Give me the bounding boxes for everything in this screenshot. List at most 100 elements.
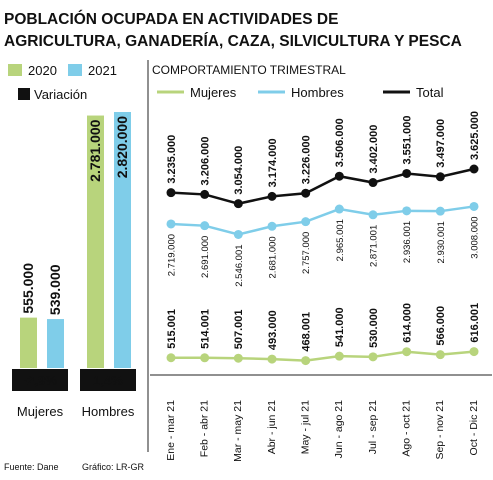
- data-label: 2.965.001: [335, 219, 346, 261]
- data-label: 616.001: [469, 303, 481, 343]
- legend-swatch: [8, 64, 22, 76]
- data-label: 3.235.000: [166, 135, 178, 184]
- data-label: 2.871.001: [369, 225, 380, 267]
- x-tick-label: Jun - ago 21: [333, 400, 345, 459]
- data-point: [301, 356, 311, 366]
- data-point: [301, 217, 311, 227]
- data-point: [200, 353, 210, 363]
- data-label: 2.757.000: [301, 232, 312, 274]
- data-point: [368, 210, 378, 220]
- data-label: 3.054.000: [233, 146, 245, 195]
- bar-value-label: 2.781.000: [87, 119, 103, 181]
- data-label: 3.497.000: [435, 119, 447, 168]
- bar-value-label: 539.000: [47, 264, 63, 315]
- legend-label: 2020: [28, 63, 57, 78]
- data-label: 2.546.001: [234, 244, 245, 286]
- bar: [114, 112, 131, 368]
- x-tick-label: Mar - may 21: [232, 400, 244, 462]
- data-label: 515.001: [166, 309, 178, 349]
- data-label: 2.930.001: [436, 221, 447, 263]
- variation-box: [12, 369, 68, 391]
- data-point: [334, 171, 344, 181]
- data-point: [469, 164, 479, 174]
- data-label: 3.551.000: [402, 116, 414, 165]
- data-point: [200, 221, 210, 231]
- legend-label: Mujeres: [190, 85, 237, 100]
- x-tick-label: Feb - abr 21: [198, 400, 210, 457]
- x-tick-label: Jul - sep 21: [367, 400, 379, 454]
- data-point: [267, 191, 277, 201]
- data-point: [334, 351, 344, 361]
- variation-label: 1,4%: [93, 373, 123, 388]
- data-label: 3.506.000: [334, 118, 346, 167]
- bar-value-label: 2.820.000: [114, 116, 130, 178]
- legend-label: 2021: [88, 63, 117, 78]
- x-tick-label: Sep - nov 21: [434, 400, 446, 460]
- data-point: [402, 206, 412, 216]
- data-point: [233, 199, 243, 209]
- data-point: [301, 188, 311, 198]
- data-label: 3.174.000: [267, 138, 279, 187]
- data-label: 541.000: [334, 307, 346, 347]
- bar: [20, 317, 37, 368]
- data-point: [233, 353, 243, 363]
- x-tick-label: Abr - jun 21: [266, 400, 278, 454]
- data-point: [435, 172, 445, 182]
- credit: Gráfico: LR-GR: [82, 462, 145, 472]
- data-point: [166, 188, 176, 198]
- title-line: AGRICULTURA, GANADERÍA, CAZA, SILVICULTU…: [4, 33, 462, 50]
- data-label: 566.000: [435, 306, 447, 346]
- variation-label: -2,9%: [23, 373, 57, 388]
- bar: [87, 115, 104, 368]
- data-label: 2.936.001: [402, 221, 413, 263]
- x-tick-label: Ago - oct 21: [400, 400, 412, 457]
- legend-label: Total: [416, 85, 444, 100]
- legend-swatch: [68, 64, 82, 76]
- data-point: [166, 353, 176, 363]
- legend-swatch: [18, 88, 30, 100]
- series-line: [170, 205, 475, 236]
- category-label: Mujeres: [17, 404, 64, 419]
- data-label: 507.001: [233, 309, 245, 349]
- data-point: [233, 229, 243, 239]
- title-line: POBLACIÓN OCUPADA EN ACTIVIDADES DE: [4, 10, 338, 28]
- data-point: [402, 347, 412, 357]
- data-label: 530.000: [368, 308, 380, 348]
- series-line: [170, 350, 475, 362]
- data-point: [435, 206, 445, 216]
- data-point: [267, 354, 277, 364]
- data-point: [267, 221, 277, 231]
- data-label: 514.001: [200, 309, 212, 349]
- data-label: 3.226.000: [301, 135, 313, 184]
- variation-box: [80, 369, 136, 391]
- x-tick-label: Oct - Dic 21: [468, 400, 480, 456]
- bar-value-label: 555.000: [20, 263, 36, 314]
- data-point: [402, 168, 412, 178]
- panel-title: COMPORTAMIENTO TRIMESTRAL: [152, 63, 346, 77]
- data-label: 3.625.000: [469, 111, 481, 160]
- data-label: 2.719.000: [167, 234, 178, 276]
- x-tick-label: Ene - mar 21: [165, 400, 177, 461]
- data-label: 2.681.000: [268, 236, 279, 278]
- data-point: [166, 219, 176, 229]
- data-label: 493.000: [267, 310, 279, 350]
- data-label: 3.008.000: [470, 216, 481, 258]
- legend-label: Hombres: [291, 85, 344, 100]
- bar: [47, 319, 64, 368]
- data-label: 614.000: [402, 303, 414, 343]
- data-point: [334, 204, 344, 214]
- data-point: [200, 189, 210, 199]
- data-label: 2.691.000: [200, 236, 211, 278]
- category-label: Hombres: [82, 404, 135, 419]
- x-tick-label: May - jul 21: [299, 400, 311, 454]
- data-point: [469, 347, 479, 357]
- data-label: 3.206.000: [200, 136, 212, 185]
- data-point: [435, 350, 445, 360]
- source: Fuente: Dane: [4, 462, 59, 472]
- data-point: [469, 201, 479, 211]
- legend-label: Variación: [34, 87, 87, 102]
- data-label: 468.001: [301, 312, 313, 352]
- data-label: 3.402.000: [368, 125, 380, 174]
- data-point: [368, 178, 378, 188]
